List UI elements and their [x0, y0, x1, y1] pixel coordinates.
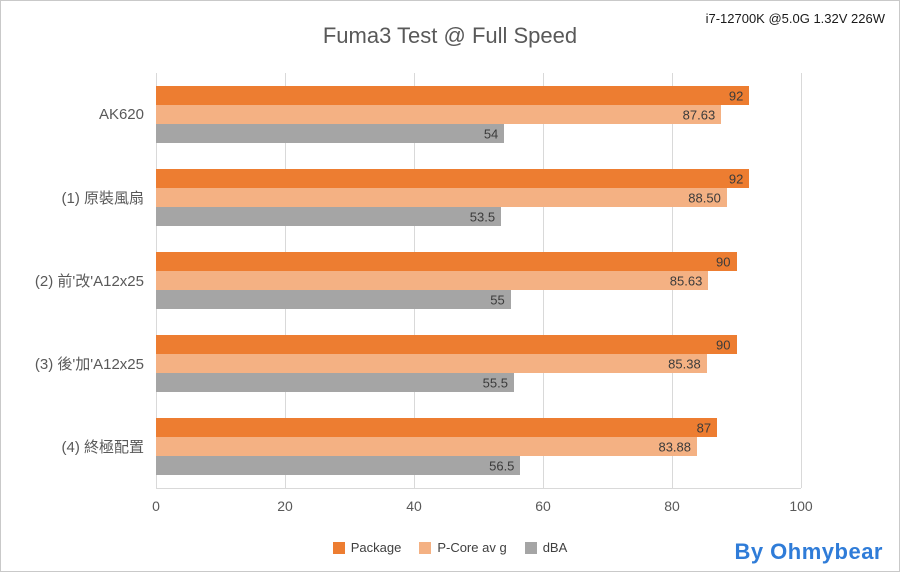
bar-dba: 53.5	[156, 207, 502, 226]
bar-value-label: 85.38	[668, 356, 701, 371]
bar-value-label: 83.88	[658, 439, 692, 454]
x-tick-label: 80	[664, 498, 680, 514]
bar-p-core-av-g: 87.63	[156, 105, 722, 124]
bar-package: 92	[156, 169, 750, 188]
bar-value-label: 56.5	[489, 458, 515, 473]
bar-package: 92	[156, 86, 750, 105]
x-tick-label: 40	[406, 498, 422, 514]
plot-area: 92 87.63 54 92 88.50 53.5 90 85.63 55 90 85.38 55.5…	[156, 73, 802, 489]
bar-dba: 56.5	[156, 456, 521, 475]
x-tick-label: 100	[789, 498, 813, 514]
x-tick-label: 0	[152, 498, 160, 514]
category-label: (2) 前'改'A12x25	[34, 273, 144, 290]
bar-package: 90	[156, 335, 737, 354]
bar-p-core-av-g: 88.50	[156, 188, 727, 207]
category-label: AK620	[98, 106, 144, 123]
bar-dba: 55.5	[156, 373, 514, 392]
bar-value-label: 92	[728, 88, 744, 103]
bar-p-core-av-g: 83.88	[156, 437, 698, 456]
bar-value-label: 55	[490, 292, 505, 307]
bar-value-label: 53.5	[469, 209, 496, 224]
legend-swatch	[332, 541, 345, 554]
bar-group-3: 90 85.63 55	[156, 239, 801, 322]
legend-label: P-Core av g	[437, 540, 507, 555]
bar-group-2: 92 88.50 53.5	[156, 156, 801, 239]
bar-group-5: 87 83.88 56.5	[156, 405, 801, 488]
cpu-spec-annotation: i7-12700K @5.0G 1.32V 226W	[705, 11, 885, 26]
bar-value-label: 85.63	[669, 273, 703, 288]
x-tick-label: 20	[277, 498, 293, 514]
legend-label: Package	[350, 540, 402, 555]
gridline-x-100	[801, 73, 802, 488]
bar-p-core-av-g: 85.63	[156, 271, 709, 290]
bar-package: 90	[156, 252, 737, 271]
x-tick-label: 60	[535, 498, 551, 514]
legend-item-package: Package	[332, 540, 402, 555]
bar-value-label: 54	[483, 126, 499, 141]
bar-value-label: 88.50	[688, 190, 721, 205]
chart-title: Fuma3 Test @ Full Speed	[322, 23, 578, 48]
legend-item-p-core-av-g: P-Core av g	[419, 540, 507, 555]
bar-p-core-av-g: 85.38	[156, 354, 707, 373]
legend-swatch	[419, 541, 432, 554]
legend: Package P-Core av g dBA	[1, 540, 899, 555]
watermark: By Ohmybear	[734, 539, 883, 564]
bar-value-label: 90	[716, 254, 731, 269]
bar-dba: 55	[156, 290, 511, 309]
bar-value-label: 87.63	[682, 107, 716, 122]
bar-value-label: 87	[696, 420, 712, 435]
category-label: (3) 後'加'A12x25	[34, 356, 144, 373]
bar-value-label: 92	[728, 171, 744, 186]
bar-group-4: 90 85.38 55.5	[156, 322, 801, 405]
bar-group-1: 92 87.63 54	[156, 73, 801, 156]
bar-value-label: 55.5	[482, 375, 508, 390]
y-axis-category-labels: AK620 (1) 原裝風扇 (2) 前'改'A12x25 (3) 後'加'A12x2…	[1, 73, 144, 488]
legend-swatch	[524, 541, 537, 554]
bar-value-label: 90	[716, 337, 731, 352]
bar-package: 87	[156, 418, 718, 437]
category-label: (4) 終極配置	[61, 439, 144, 456]
legend-item-dba: dBA	[524, 540, 568, 555]
category-label: (1) 原裝風扇	[61, 190, 144, 207]
bar-dba: 54	[156, 124, 505, 143]
legend-label: dBA	[542, 540, 568, 555]
x-axis-tick-labels: 0 20 40 60 80 100	[152, 498, 813, 518]
